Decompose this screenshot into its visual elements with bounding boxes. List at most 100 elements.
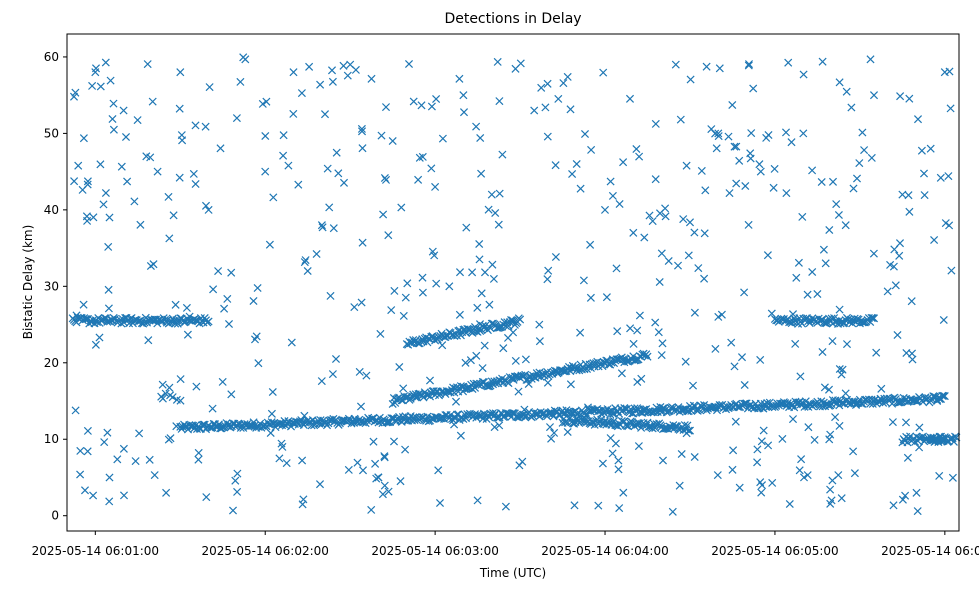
detection-marker bbox=[787, 138, 796, 147]
detection-marker bbox=[543, 378, 552, 387]
detection-marker bbox=[544, 266, 553, 275]
x-tick-label: 2025-05-14 06:03:00 bbox=[371, 544, 498, 558]
detection-marker bbox=[835, 421, 844, 430]
detection-marker bbox=[697, 166, 706, 175]
detection-marker bbox=[258, 99, 267, 108]
detection-marker bbox=[615, 504, 624, 513]
detection-marker bbox=[675, 481, 684, 490]
detection-marker bbox=[753, 458, 762, 467]
detection-marker bbox=[891, 281, 900, 290]
plot-frame bbox=[66, 33, 960, 532]
detection-marker bbox=[640, 233, 649, 242]
detection-marker bbox=[358, 238, 367, 247]
detection-marker bbox=[328, 77, 337, 86]
detection-marker bbox=[671, 60, 680, 69]
detection-marker bbox=[381, 103, 391, 112]
detection-marker bbox=[399, 384, 408, 393]
detection-marker bbox=[940, 392, 949, 401]
detection-marker bbox=[945, 67, 954, 76]
detection-marker bbox=[518, 457, 527, 466]
detection-marker bbox=[117, 162, 126, 171]
detection-marker bbox=[332, 148, 341, 157]
detection-marker bbox=[757, 481, 767, 490]
detection-marker bbox=[598, 459, 607, 468]
detection-marker bbox=[72, 311, 81, 320]
detection-marker bbox=[545, 423, 555, 432]
detection-marker bbox=[101, 188, 110, 198]
detection-marker bbox=[459, 414, 468, 424]
detection-marker bbox=[872, 348, 881, 357]
detection-marker bbox=[608, 409, 617, 418]
detection-marker bbox=[799, 70, 808, 79]
detection-marker bbox=[452, 410, 462, 419]
detection-marker bbox=[711, 344, 720, 353]
detection-marker bbox=[432, 94, 441, 104]
detection-marker bbox=[617, 369, 626, 378]
detection-marker bbox=[744, 220, 753, 229]
detection-marker bbox=[279, 151, 288, 160]
detection-marker bbox=[852, 174, 862, 183]
detection-marker bbox=[108, 114, 117, 124]
detection-marker bbox=[714, 132, 723, 141]
detection-marker bbox=[100, 438, 109, 447]
detection-marker bbox=[730, 362, 739, 371]
detection-marker bbox=[175, 104, 184, 113]
detection-marker bbox=[651, 119, 660, 128]
detection-marker bbox=[795, 466, 804, 475]
detection-marker bbox=[913, 115, 923, 124]
detection-marker bbox=[367, 74, 376, 83]
detection-marker bbox=[930, 235, 939, 245]
detection-marker bbox=[682, 161, 691, 170]
detection-marker bbox=[214, 267, 223, 276]
detection-marker bbox=[837, 494, 846, 503]
detection-marker bbox=[570, 501, 579, 510]
detection-marker bbox=[411, 390, 420, 399]
detection-marker bbox=[657, 351, 666, 360]
detection-marker bbox=[912, 488, 921, 497]
detection-marker bbox=[202, 493, 211, 502]
detection-marker bbox=[784, 58, 793, 67]
detection-marker bbox=[326, 291, 335, 300]
detection-marker bbox=[589, 418, 598, 427]
detection-marker bbox=[176, 68, 185, 77]
detection-marker bbox=[804, 423, 813, 432]
detection-marker bbox=[376, 329, 385, 338]
detection-marker bbox=[478, 364, 487, 373]
detection-marker bbox=[788, 415, 798, 424]
detection-marker bbox=[936, 173, 945, 182]
detection-marker bbox=[461, 358, 470, 367]
detection-marker bbox=[714, 129, 723, 138]
detection-marker bbox=[144, 336, 153, 345]
detection-marker bbox=[233, 487, 242, 496]
detection-marker bbox=[475, 255, 484, 264]
detection-marker bbox=[178, 136, 187, 145]
x-tick-label: 2025-05-14 06:01:00 bbox=[32, 544, 159, 558]
detection-marker bbox=[727, 338, 736, 347]
detection-marker bbox=[140, 318, 149, 327]
detection-marker bbox=[327, 66, 337, 75]
detection-marker bbox=[95, 333, 104, 342]
detection-marker bbox=[798, 212, 807, 221]
detection-marker bbox=[547, 434, 556, 443]
detection-marker bbox=[600, 205, 610, 214]
detection-marker bbox=[384, 487, 393, 496]
detection-marker bbox=[602, 293, 611, 302]
detection-marker bbox=[655, 209, 665, 218]
x-axis-ticks: 2025-05-14 06:01:00 2025-05-14 06:02:00 20… bbox=[32, 531, 979, 558]
detection-marker bbox=[828, 177, 838, 186]
detection-marker bbox=[644, 422, 653, 431]
detection-marker bbox=[233, 469, 242, 478]
detection-marker bbox=[537, 83, 546, 92]
detection-marker bbox=[303, 266, 312, 276]
detection-marker bbox=[491, 208, 500, 218]
detection-marker bbox=[459, 108, 469, 117]
detection-marker bbox=[253, 283, 262, 293]
detection-marker bbox=[358, 466, 368, 475]
detection-marker bbox=[685, 218, 695, 227]
detection-marker bbox=[409, 97, 418, 106]
detection-marker bbox=[70, 177, 79, 186]
detection-marker bbox=[232, 114, 241, 123]
detection-marker bbox=[837, 370, 846, 379]
detection-marker bbox=[331, 354, 341, 364]
